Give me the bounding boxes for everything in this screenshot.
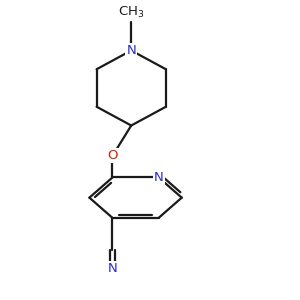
Text: N: N	[108, 262, 117, 275]
Text: N: N	[154, 171, 164, 184]
Text: N: N	[126, 44, 136, 57]
Text: CH$_3$: CH$_3$	[118, 5, 145, 20]
Text: O: O	[107, 149, 118, 162]
